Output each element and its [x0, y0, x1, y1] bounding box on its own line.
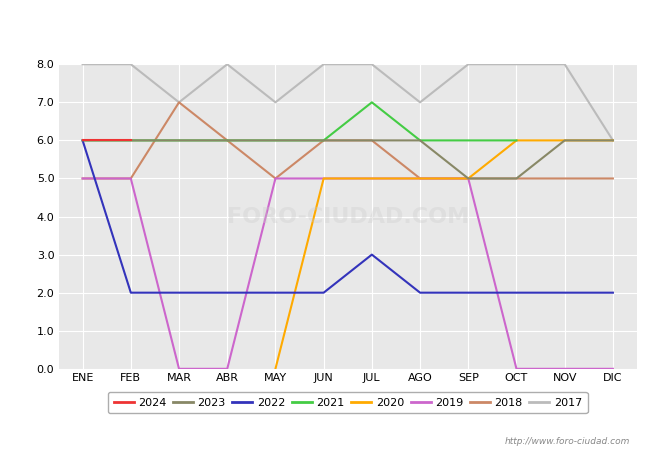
Text: Afiliados en Alcohujate a 31/5/2024: Afiliados en Alcohujate a 31/5/2024: [200, 30, 495, 48]
Legend: 2024, 2023, 2022, 2021, 2020, 2019, 2018, 2017: 2024, 2023, 2022, 2021, 2020, 2019, 2018…: [108, 392, 588, 413]
Text: http://www.foro-ciudad.com: http://www.foro-ciudad.com: [505, 436, 630, 446]
Text: FORO-CIUDAD.COM: FORO-CIUDAD.COM: [227, 207, 469, 226]
